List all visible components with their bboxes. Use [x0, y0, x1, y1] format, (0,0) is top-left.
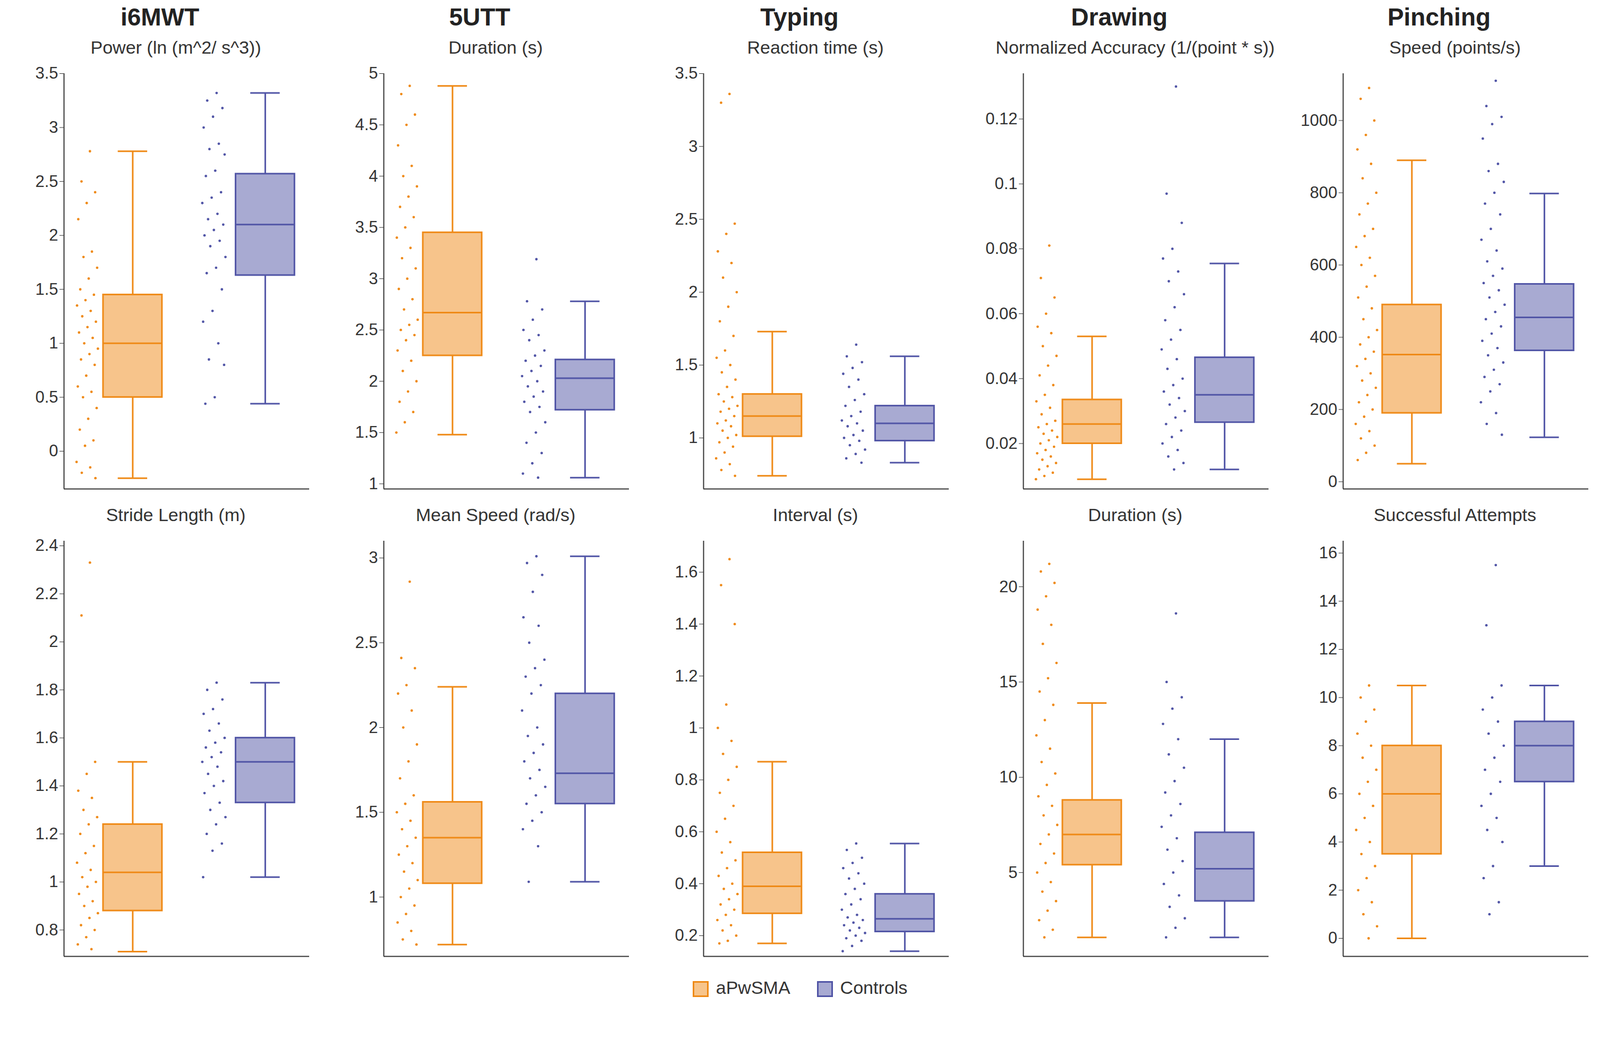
svg-text:2.5: 2.5 — [674, 209, 698, 229]
svg-text:2: 2 — [688, 282, 698, 302]
svg-text:10: 10 — [999, 767, 1018, 787]
svg-text:0.8: 0.8 — [35, 920, 58, 940]
svg-text:1.4: 1.4 — [674, 614, 698, 634]
svg-text:1.5: 1.5 — [354, 422, 378, 442]
html-text:Interval (s): Interval (s) — [772, 504, 859, 525]
svg-text:5: 5 — [1008, 863, 1018, 882]
svg-text:1.5: 1.5 — [354, 802, 378, 822]
html-text:Typing: Typing — [760, 3, 839, 31]
svg-text:3: 3 — [688, 137, 698, 156]
svg-text:1.5: 1.5 — [35, 279, 58, 299]
svg-text:0: 0 — [1328, 472, 1338, 491]
html-text:Reaction time (s): Reaction time (s) — [747, 37, 884, 58]
svg-text:0.12: 0.12 — [985, 109, 1018, 129]
svg-text:1: 1 — [48, 872, 58, 891]
svg-text:3.5: 3.5 — [354, 217, 378, 237]
svg-text:2.2: 2.2 — [35, 584, 58, 603]
svg-text:4.5: 4.5 — [354, 115, 378, 134]
svg-text:4: 4 — [1328, 832, 1338, 851]
html-text:5UTT: 5UTT — [449, 3, 511, 31]
svg-text:0: 0 — [48, 441, 58, 461]
svg-text:1.6: 1.6 — [35, 728, 58, 747]
svg-text:12: 12 — [1318, 639, 1338, 659]
svg-text:0.04: 0.04 — [985, 369, 1018, 388]
svg-text:2.5: 2.5 — [354, 633, 378, 652]
svg-text:2.5: 2.5 — [354, 320, 378, 339]
svg-text:2: 2 — [48, 632, 58, 651]
html-text:Drawing: Drawing — [1071, 3, 1168, 31]
svg-text:1000: 1000 — [1300, 111, 1338, 130]
svg-text:0.5: 0.5 — [35, 387, 58, 407]
svg-text:200: 200 — [1309, 400, 1338, 419]
svg-text:400: 400 — [1309, 327, 1338, 347]
html-text:Mean Speed (rad/s): Mean Speed (rad/s) — [415, 504, 576, 525]
svg-text:0.2: 0.2 — [674, 925, 698, 945]
svg-text:3: 3 — [48, 117, 58, 137]
html-text:Controls: Controls — [840, 977, 908, 998]
svg-text:1: 1 — [48, 333, 58, 353]
svg-text:1.2: 1.2 — [674, 666, 698, 686]
svg-text:15: 15 — [999, 672, 1018, 692]
svg-text:600: 600 — [1309, 255, 1338, 275]
svg-text:1.8: 1.8 — [35, 680, 58, 700]
svg-text:5: 5 — [368, 63, 378, 83]
svg-text:1.6: 1.6 — [674, 562, 698, 582]
svg-text:2.5: 2.5 — [35, 172, 58, 191]
svg-text:1.2: 1.2 — [35, 824, 58, 844]
svg-text:0.8: 0.8 — [674, 770, 698, 789]
html-text:aPwSMA: aPwSMA — [715, 977, 791, 998]
svg-text:14: 14 — [1318, 591, 1338, 611]
html-text:Successful Attempts: Successful Attempts — [1373, 504, 1537, 525]
svg-text:0.06: 0.06 — [985, 304, 1018, 323]
svg-text:0.1: 0.1 — [994, 174, 1018, 193]
html-text:Pinching: Pinching — [1387, 3, 1491, 31]
svg-text:800: 800 — [1309, 183, 1338, 202]
svg-text:0.6: 0.6 — [674, 822, 698, 841]
html-text:Duration (s): Duration (s) — [448, 37, 543, 58]
svg-text:0.4: 0.4 — [674, 874, 698, 893]
svg-text:10: 10 — [1318, 687, 1338, 707]
svg-text:0: 0 — [1328, 928, 1338, 948]
svg-text:20: 20 — [999, 577, 1018, 597]
svg-text:1: 1 — [688, 428, 698, 447]
svg-text:2: 2 — [368, 371, 378, 391]
svg-text:2.4: 2.4 — [35, 535, 58, 555]
svg-text:0.02: 0.02 — [985, 433, 1018, 453]
svg-text:3.5: 3.5 — [674, 63, 698, 83]
svg-text:3: 3 — [368, 269, 378, 288]
svg-text:0.08: 0.08 — [985, 239, 1018, 258]
svg-text:2: 2 — [368, 718, 378, 737]
html-text:Power (ln (m^2/ s^3)): Power (ln (m^2/ s^3)) — [90, 37, 262, 58]
html-text:Duration (s): Duration (s) — [1088, 504, 1183, 525]
svg-text:1.5: 1.5 — [674, 355, 698, 374]
svg-text:1.4: 1.4 — [35, 776, 58, 795]
svg-text:2: 2 — [1328, 880, 1338, 900]
html-text:Normalized Accuracy (1/(point: Normalized Accuracy (1/(point * s)) — [995, 37, 1275, 58]
svg-text:4: 4 — [368, 166, 378, 186]
svg-text:3: 3 — [368, 548, 378, 567]
svg-text:6: 6 — [1328, 784, 1338, 803]
html-text:Speed (points/s): Speed (points/s) — [1389, 37, 1521, 58]
svg-text:1: 1 — [368, 474, 378, 493]
svg-text:1: 1 — [688, 718, 698, 737]
svg-text:8: 8 — [1328, 736, 1338, 755]
html-text:Stride Length (m): Stride Length (m) — [106, 504, 246, 525]
html-text:i6MWT: i6MWT — [120, 3, 200, 31]
svg-text:16: 16 — [1318, 543, 1338, 563]
svg-text:3.5: 3.5 — [35, 63, 58, 83]
svg-text:1: 1 — [368, 887, 378, 907]
svg-text:2: 2 — [48, 225, 58, 245]
